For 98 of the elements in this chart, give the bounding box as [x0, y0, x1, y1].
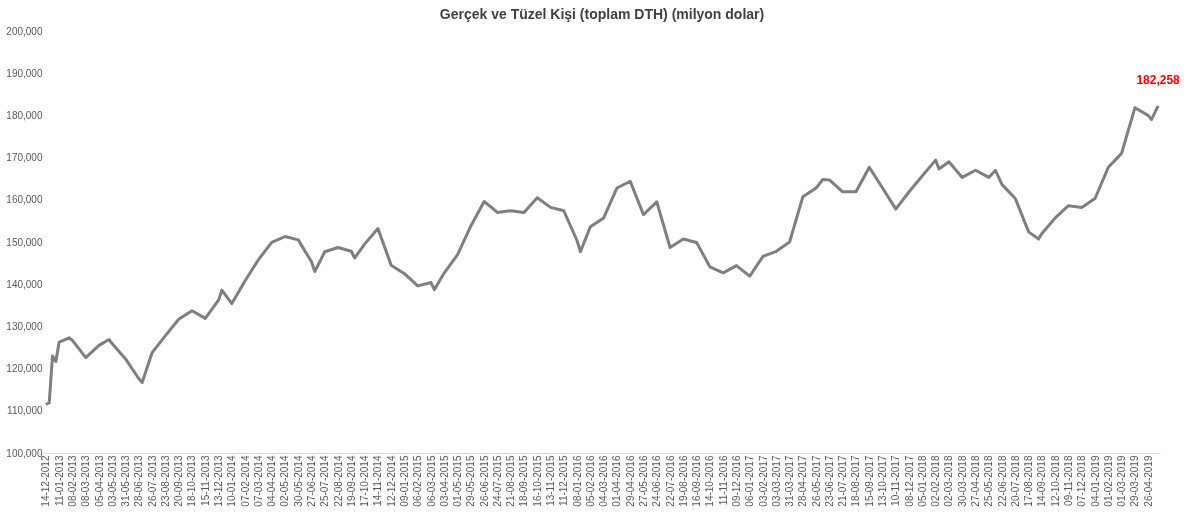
x-tick-label: 14-11-2014: [372, 455, 384, 506]
x-tick-label: 17-08-2018: [1023, 455, 1035, 507]
x-tick-label: 03-05-2013: [106, 455, 118, 507]
x-tick-label: 31-05-2013: [120, 455, 132, 507]
x-tick-label: 20-09-2013: [173, 455, 185, 507]
x-tick-label: 05-02-2016: [584, 455, 596, 507]
x-tick-label: 11-01-2013: [53, 455, 65, 506]
x-tick-label: 04-03-2016: [598, 455, 610, 507]
x-tick-label: 03-04-2015: [438, 455, 450, 507]
x-tick-label: 11-11-2016: [717, 455, 729, 506]
x-tick-label: 21-08-2015: [505, 455, 517, 507]
x-tick-label: 09-11-2018: [1062, 455, 1074, 506]
x-tick-label: 30-03-2018: [956, 455, 968, 507]
y-tick-label: 140,000: [6, 278, 43, 290]
x-tick-label: 14-10-2016: [704, 455, 716, 507]
x-tick-label: 27-05-2016: [638, 455, 649, 507]
x-tick-label: 29-05-2015: [465, 455, 477, 507]
x-tick-label: 02-05-2014: [279, 455, 291, 507]
x-tick-label: 24-07-2015: [491, 455, 503, 507]
x-tick-label: 28-04-2017: [797, 455, 809, 507]
x-tick-label: 13-11-2015: [545, 455, 557, 506]
x-tick-label: 25-07-2014: [319, 455, 331, 507]
x-tick-label: 29-04-2016: [624, 455, 636, 507]
x-tick-label: 01-04-2016: [611, 455, 623, 507]
y-tick-label: 190,000: [6, 67, 43, 79]
x-tick-label: 04-04-2014: [266, 455, 278, 507]
x-tick-label: 12-10-2018: [1049, 455, 1061, 507]
x-tick-label: 10-11-2017: [890, 455, 902, 506]
x-tick-label: 10-01-2014: [226, 455, 238, 507]
x-tick-label: 03-02-2017: [757, 455, 769, 507]
x-tick-label: 26-04-2019: [1142, 455, 1154, 507]
x-tick-label: 19-09-2014: [345, 455, 357, 507]
y-tick-label: 110,000: [7, 405, 43, 417]
y-tick-label: 150,000: [6, 236, 43, 248]
x-tick-label: 07-02-2014: [239, 455, 251, 507]
x-tick-label: 08-03-2013: [80, 455, 92, 507]
x-tick-label: 08-02-2013: [66, 455, 78, 507]
line-series: [44, 104, 1160, 406]
x-tick-label: 23-06-2017: [823, 455, 835, 507]
x-tick-label: 25-05-2018: [983, 455, 995, 507]
x-tick-label: 30-05-2014: [292, 455, 304, 507]
x-tick-label: 01-02-2019: [1102, 455, 1114, 507]
x-tick-label: 16-10-2015: [531, 455, 543, 507]
x-tick-label: 26-07-2013: [146, 455, 158, 507]
x-tick-label: 26-06-2015: [478, 455, 490, 507]
x-tick-label: 24-06-2016: [651, 455, 663, 507]
x-tick-label: 09-12-2016: [730, 455, 742, 507]
annotation: 182,258: [1136, 72, 1181, 87]
x-tick-label: 18-08-2017: [850, 455, 862, 507]
x-tick-label: 11-12-2015: [558, 455, 570, 506]
x-tick-label: 18-10-2013: [186, 455, 198, 507]
x-tick-label: 26-05-2017: [810, 455, 822, 507]
x-tick-label: 02-03-2018: [943, 455, 955, 507]
x-tick-label: 13-12-2013: [213, 455, 225, 507]
x-tick-label: 09-01-2015: [398, 455, 410, 507]
y-tick-label: 180,000: [6, 109, 43, 121]
x-tick-label: 01-05-2015: [452, 455, 464, 507]
chart-title: Gerçek ve Tüzel Kişi (toplam DTH) (milyon dolar): [439, 6, 765, 22]
x-tick-label: 20-07-2018: [1009, 455, 1021, 507]
x-tick-label: 08-01-2016: [571, 455, 583, 507]
x-tick-label: 22-07-2016: [664, 455, 676, 507]
y-tick-label: 160,000: [6, 194, 43, 206]
x-tick-label: 14-09-2018: [1036, 455, 1048, 507]
x-tick-label: 27-06-2014: [306, 455, 317, 507]
x-tick-label: 22-08-2014: [332, 455, 344, 507]
y-tick-label: 200,000: [6, 25, 43, 37]
x-tick-label: 23-08-2013: [159, 455, 171, 507]
x-tick-label: 21-07-2017: [837, 455, 849, 507]
x-tick-label: 28-06-2013: [133, 455, 145, 507]
x-tick-label: 06-02-2015: [412, 455, 424, 507]
x-tick-label: 27-04-2018: [970, 455, 981, 507]
x-tick-label: 06-01-2017: [744, 455, 756, 507]
y-tick-label: 120,000: [6, 363, 43, 375]
x-tick-label: 13-10-2017: [877, 455, 889, 507]
x-tick-label: 18-09-2015: [518, 455, 530, 507]
x-tick-label: 03-03-2017: [770, 455, 782, 507]
y-tick-label: 100,000: [6, 447, 43, 459]
x-tick-label: 17-10-2014: [359, 455, 371, 507]
x-tick-label: 01-03-2019: [1116, 455, 1128, 507]
x-tick-label: 04-01-2019: [1089, 455, 1101, 507]
x-tick-label: 08-12-2017: [903, 455, 915, 507]
x-tick-label: 12-12-2014: [385, 455, 397, 507]
x-tick-label: 22-06-2018: [996, 455, 1008, 507]
x-tick-label: 06-03-2015: [425, 455, 437, 507]
x-tick-label: 07-12-2018: [1076, 455, 1088, 507]
x-tick-label: 15-09-2017: [863, 455, 875, 507]
x-tick-label: 29-03-2019: [1129, 455, 1141, 507]
x-tick-label: 15-11-2013: [199, 455, 211, 506]
x-tick-label: 31-03-2017: [784, 455, 796, 507]
x-tick-label: 02-02-2018: [930, 455, 942, 507]
x-tick-label: 05-01-2018: [916, 455, 928, 507]
x-tick-label: 05-04-2013: [93, 455, 105, 507]
x-tick-label: 14-12-2012: [40, 455, 52, 507]
x-tick-label: 19-08-2016: [677, 455, 689, 507]
x-tick-label: 07-03-2014: [252, 455, 264, 507]
y-tick-label: 130,000: [6, 320, 43, 332]
x-tick-label: 16-09-2016: [691, 455, 703, 507]
y-tick-label: 170,000: [6, 152, 43, 164]
